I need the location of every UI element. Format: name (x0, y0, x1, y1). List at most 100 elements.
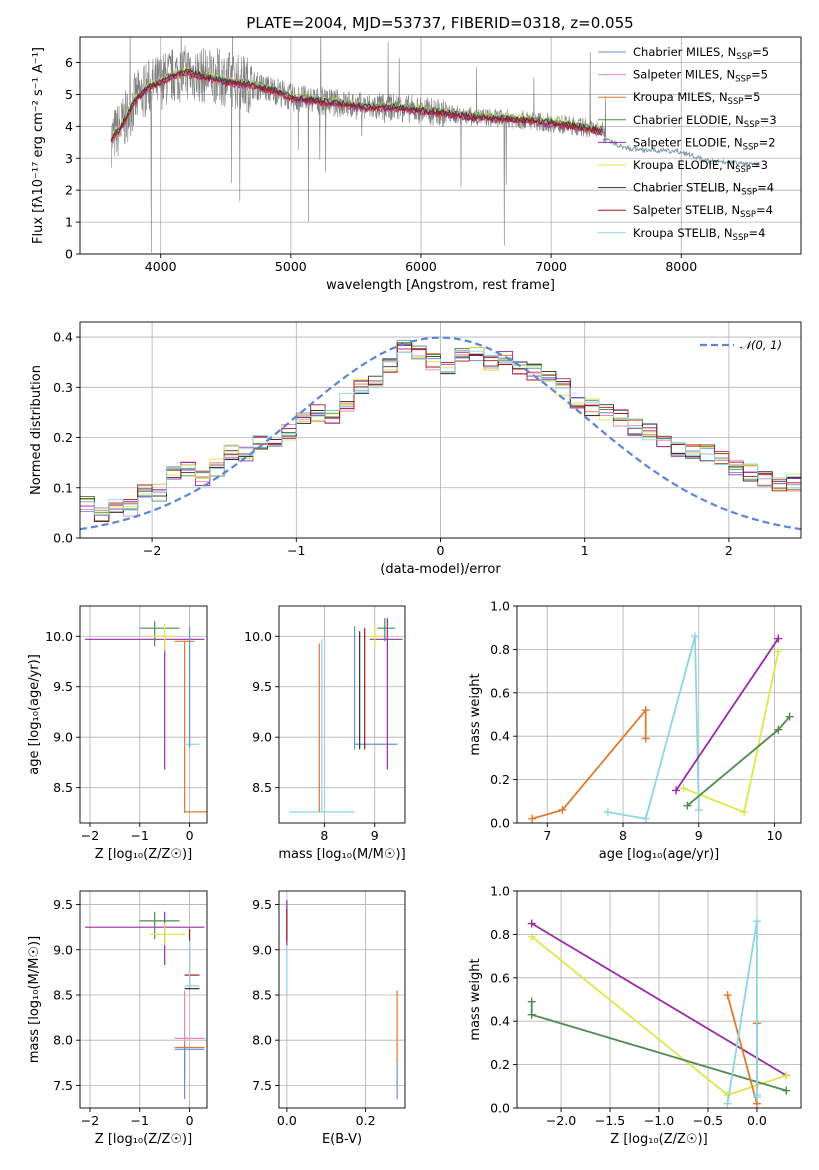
x-tick-label: −2 (81, 1113, 99, 1128)
x-tick-label: 0 (186, 1113, 194, 1128)
weight_vs_Z-panel: −2.0 −1.5 −1.0 −0.5 0.0 0.0 0.2 0.4 0.6 0.8 1.0 Z [… (468, 884, 802, 1147)
weight-marker (740, 808, 749, 817)
x-tick-label: 0.2 (356, 1113, 376, 1128)
y-axis-label: mass weight (468, 673, 483, 755)
weight-line (675, 637, 780, 792)
legend-entry: Kroupa STELIB, NSSP=4 (633, 226, 765, 243)
legend-entry: Salpeter STELIB, NSSP=4 (633, 203, 773, 220)
x-tick-label: −2 (143, 543, 161, 558)
y-tick-label: 0 (65, 247, 73, 262)
y-tick-label: 0.8 (490, 927, 510, 942)
legend-text-base: Chabrier ELODIE, N (633, 113, 744, 127)
x-tick-label: 7000 (535, 259, 567, 274)
observed-spectrum (110, 37, 607, 253)
y-tick-label: 10.0 (45, 629, 73, 644)
weight-marker (558, 805, 567, 814)
spectrum-panel: 4000 5000 6000 7000 8000 0 1 2 3 4 5 6 wavelength [A… (31, 36, 802, 293)
x-tick-label: 5000 (275, 259, 307, 274)
residual-histogram (80, 341, 801, 515)
age_vs_Z-panel: −2 −1 0 8.5 9.0 9.5 10.0 Z [log₁₀(Z/Z☉)] age [lo… (27, 605, 208, 862)
weight-marker (641, 814, 650, 823)
x-tick-label: −1 (131, 828, 149, 843)
age_vs_Z-frame (79, 605, 208, 824)
y-tick-label: 9.0 (53, 942, 73, 957)
weight-marker (527, 932, 536, 941)
x-tick-label: −1 (287, 543, 305, 558)
y-tick-label: 0.3 (53, 380, 73, 395)
y-axis-label: mass weight (468, 958, 483, 1040)
age_vs_mass-plot-area (289, 618, 403, 813)
age_vs_mass-panel: 8 9 8.5 9.0 9.5 10.0 mass [log₁₀(M/M☉)] (244, 605, 406, 862)
legend-text-base: Salpeter MILES, N (633, 68, 735, 82)
x-tick-label: 0.0 (747, 1113, 767, 1128)
x-tick-label: 0 (186, 828, 194, 843)
normal-legend-label: 𝒩(0, 1) (740, 338, 782, 352)
x-tick-label: −2.0 (546, 1113, 576, 1128)
weight-marker (785, 712, 794, 721)
spectrum-plot-area (110, 37, 760, 253)
legend-entry: Chabrier STELIB, NSSP=4 (633, 181, 774, 198)
weight_vs_Z-frame (516, 890, 802, 1109)
weight-marker (774, 725, 783, 734)
y-tick-label: 9.5 (252, 679, 272, 694)
weight-marker (723, 1099, 732, 1108)
x-axis-label: Z [log₁₀(Z/Z☉)] (95, 847, 192, 862)
weight-marker (641, 706, 650, 715)
weight-marker (752, 1093, 761, 1102)
weight-line (607, 636, 700, 820)
weight_vs_age-frame (516, 605, 802, 824)
residuals-frame (79, 321, 802, 539)
legend-text-sub: SSP (735, 165, 751, 175)
x-tick-label: −0.5 (693, 1113, 723, 1128)
legend-entry: Salpeter MILES, NSSP=5 (633, 68, 768, 85)
weight-marker (694, 805, 703, 814)
y-tick-label: 9.5 (53, 897, 73, 912)
weight-marker (683, 801, 692, 810)
residuals-panel: −2 −1 0 1 2 0.0 0.1 0.2 0.3 0.4 (data-model)/error… (29, 321, 802, 577)
legend-text-sub: SSP (733, 233, 749, 243)
model-spectrum (110, 72, 604, 144)
y-tick-label: 3 (65, 151, 73, 166)
weight-marker (527, 1010, 536, 1019)
residual-histogram (80, 339, 801, 513)
residual-histogram (80, 342, 801, 522)
model-spectrum (110, 68, 604, 142)
weight-marker (603, 808, 612, 817)
x-axis-label: Z [log₁₀(Z/Z☉)] (95, 1132, 192, 1147)
legend-text-base: Salpeter ELODIE, N (633, 135, 743, 149)
weight-marker (723, 991, 732, 1000)
legend-text-sub: SSP (735, 75, 751, 85)
y-axis-label: age [log₁₀(age/yr)] (27, 654, 42, 775)
legend-text-tail: =5 (752, 45, 769, 59)
y-tick-label: 9.5 (53, 679, 73, 694)
x-tick-label: 1 (581, 543, 589, 558)
y-tick-label: 1 (65, 215, 73, 230)
age_vs_Z-plot-area (84, 621, 207, 813)
y-tick-label: 4 (65, 119, 73, 134)
x-tick-label: 0.0 (277, 1113, 297, 1128)
mass_vs_Z-panel: −2 −1 0 7.5 8.0 8.5 9.0 9.5 Z [log₁₀(Z/Z☉)] mass … (27, 890, 208, 1147)
residuals-plot-area (80, 336, 801, 531)
y-tick-label: 7.5 (252, 1078, 272, 1093)
x-axis-label: E(B-V) (322, 1132, 362, 1147)
weight-marker (774, 634, 783, 643)
legend-text-base: Kroupa ELODIE, N (633, 158, 735, 172)
weight-marker (782, 1086, 791, 1095)
x-tick-label: 4000 (145, 259, 177, 274)
legend-text-tail: =3 (760, 113, 777, 127)
y-tick-label: 8.5 (53, 987, 73, 1002)
legend-text-base: Salpeter STELIB, N (633, 203, 740, 217)
weight-marker (774, 647, 783, 656)
weight-marker (528, 814, 537, 823)
y-tick-label: 10.0 (244, 629, 272, 644)
legend-text-sub: SSP (743, 142, 759, 152)
weight-marker (752, 917, 761, 926)
weight-line (531, 707, 647, 820)
x-tick-label: −1.0 (644, 1113, 674, 1128)
y-tick-label: 8.0 (53, 1033, 73, 1048)
y-tick-label: 0.0 (490, 1101, 510, 1116)
spectrum-frame (79, 36, 802, 255)
x-tick-label: 8 (619, 828, 627, 843)
y-tick-label: 0.8 (490, 642, 510, 657)
